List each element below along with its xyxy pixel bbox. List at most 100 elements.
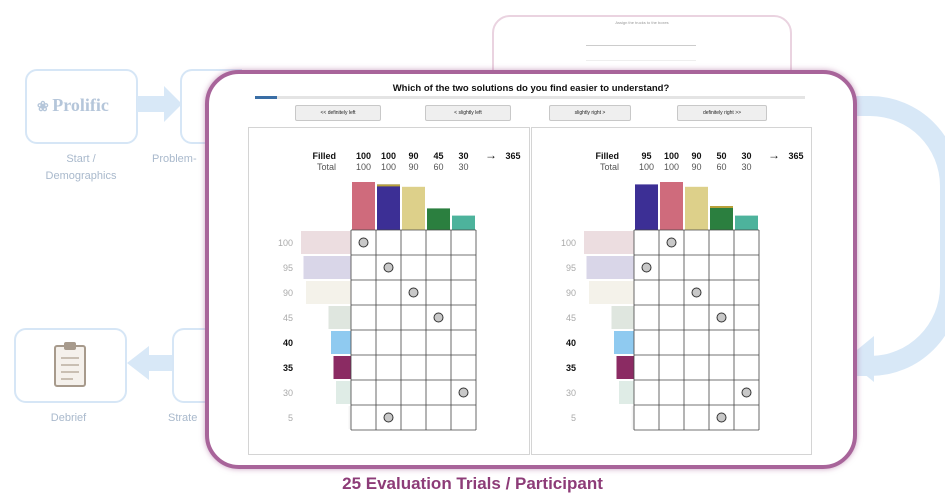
column-bar-overflow xyxy=(710,206,733,208)
stage-start-box: ❀ Prolific xyxy=(25,69,138,144)
total-value: 30 xyxy=(458,162,468,172)
assignment-marker xyxy=(691,287,702,298)
column-bar xyxy=(402,186,425,230)
assignment-marker xyxy=(666,237,677,248)
assignment-marker xyxy=(383,262,394,273)
row-label: 30 xyxy=(283,388,293,398)
row-bar xyxy=(589,281,634,304)
row-bar xyxy=(306,281,351,304)
flow-arrowhead-start xyxy=(164,86,182,122)
assignment-marker xyxy=(716,412,727,423)
filled-value: 50 xyxy=(716,151,726,161)
row-bar xyxy=(333,356,351,379)
row-label: 5 xyxy=(288,413,293,423)
stage-debrief-box xyxy=(14,328,127,403)
row-bar xyxy=(328,306,351,329)
row-label: 45 xyxy=(283,313,293,323)
filled-value: 90 xyxy=(408,151,418,161)
clipboard-icon xyxy=(54,342,86,387)
slightly-right-button[interactable]: slightly right > xyxy=(549,105,631,121)
right-solution-panel[interactable]: Filled Total 95 100 90 50 30 100 100 90 60 30 → 365 10… xyxy=(531,127,812,455)
assignment-marker xyxy=(358,237,369,248)
row-bar xyxy=(331,331,351,354)
arrow-right-icon: → xyxy=(768,148,780,162)
row-label: 90 xyxy=(566,288,576,298)
total-value: 100 xyxy=(639,162,654,172)
trial-question: Which of the two solutions do you find e… xyxy=(392,83,670,94)
filled-value: 30 xyxy=(458,151,468,161)
column-bar xyxy=(352,182,375,230)
assignment-marker xyxy=(716,312,727,323)
total-label: Total xyxy=(600,162,619,172)
total-value: 30 xyxy=(741,162,751,172)
flow-arrowhead-debrief xyxy=(127,346,149,380)
definitely-right-button[interactable]: definitely right >> xyxy=(677,105,767,121)
prolific-logo-icon: ❀ xyxy=(37,100,53,115)
assignment-marker xyxy=(741,387,752,398)
filled-value: 45 xyxy=(433,151,443,161)
filled-value: 95 xyxy=(641,151,651,161)
row-bar xyxy=(619,381,634,404)
row-label: 95 xyxy=(283,263,293,273)
row-bar xyxy=(584,231,634,254)
total-sum: 365 xyxy=(788,151,803,161)
row-label: 40 xyxy=(283,338,293,348)
column-bar-overflow xyxy=(377,184,400,187)
evaluation-trials-caption: 25 Evaluation Trials / Participant xyxy=(342,474,603,493)
assignment-marker xyxy=(641,262,652,273)
evaluation-trial-card: Which of the two solutions do you find e… xyxy=(205,70,857,469)
stage-problem-label: Problem- xyxy=(152,153,197,165)
filled-label: Filled xyxy=(312,151,336,161)
filled-value: 90 xyxy=(691,151,701,161)
column-bar xyxy=(377,184,400,230)
column-bar xyxy=(635,184,658,230)
row-bar xyxy=(611,306,634,329)
row-label: 40 xyxy=(566,338,576,348)
row-bar xyxy=(348,406,351,429)
total-sum: 365 xyxy=(505,151,520,161)
row-bar xyxy=(586,256,634,279)
row-label: 95 xyxy=(566,263,576,273)
stage-debrief-label: Debrief xyxy=(50,412,87,424)
definitely-left-button[interactable]: << definitely left xyxy=(295,105,381,121)
total-label: Total xyxy=(317,162,336,172)
column-bar xyxy=(660,182,683,230)
total-value: 90 xyxy=(691,162,701,172)
flow-arrow-right-curve xyxy=(850,96,945,376)
assignment-marker xyxy=(433,312,444,323)
assignment-marker xyxy=(383,412,394,423)
row-bar xyxy=(631,406,634,429)
progress-bar xyxy=(255,96,805,99)
row-label: 30 xyxy=(566,388,576,398)
row-bar xyxy=(614,331,634,354)
prolific-logo: ❀ Prolific xyxy=(37,95,109,115)
total-value: 100 xyxy=(356,162,371,172)
row-label: 35 xyxy=(283,363,293,373)
preview-table xyxy=(586,45,696,61)
row-label: 35 xyxy=(566,363,576,373)
assignment-marker xyxy=(458,387,469,398)
progress-bar-fill xyxy=(255,96,277,99)
row-label: 45 xyxy=(566,313,576,323)
column-bar xyxy=(427,208,450,230)
filled-label: Filled xyxy=(595,151,619,161)
stage-strategy-label: Strate xyxy=(168,412,198,424)
row-label: 100 xyxy=(278,238,293,248)
row-bar xyxy=(616,356,634,379)
filled-value: 100 xyxy=(381,151,396,161)
total-value: 60 xyxy=(433,162,443,172)
flow-arrowhead-right xyxy=(846,336,874,382)
flow-arrow-debrief xyxy=(146,355,176,371)
row-label: 90 xyxy=(283,288,293,298)
column-bar xyxy=(735,215,758,230)
preview-text: Assign the trucks to the boxes xyxy=(615,20,669,25)
row-bar xyxy=(303,256,351,279)
slightly-left-button[interactable]: < slightly left xyxy=(425,105,511,121)
column-bar xyxy=(452,215,475,230)
column-bar xyxy=(710,206,733,230)
filled-value: 100 xyxy=(356,151,371,161)
stage-start-label: Start / Demographics xyxy=(45,153,117,182)
left-solution-panel[interactable]: Filled Total 100 100 90 45 30 100 100 90 60 30 → 365 1… xyxy=(248,127,530,455)
